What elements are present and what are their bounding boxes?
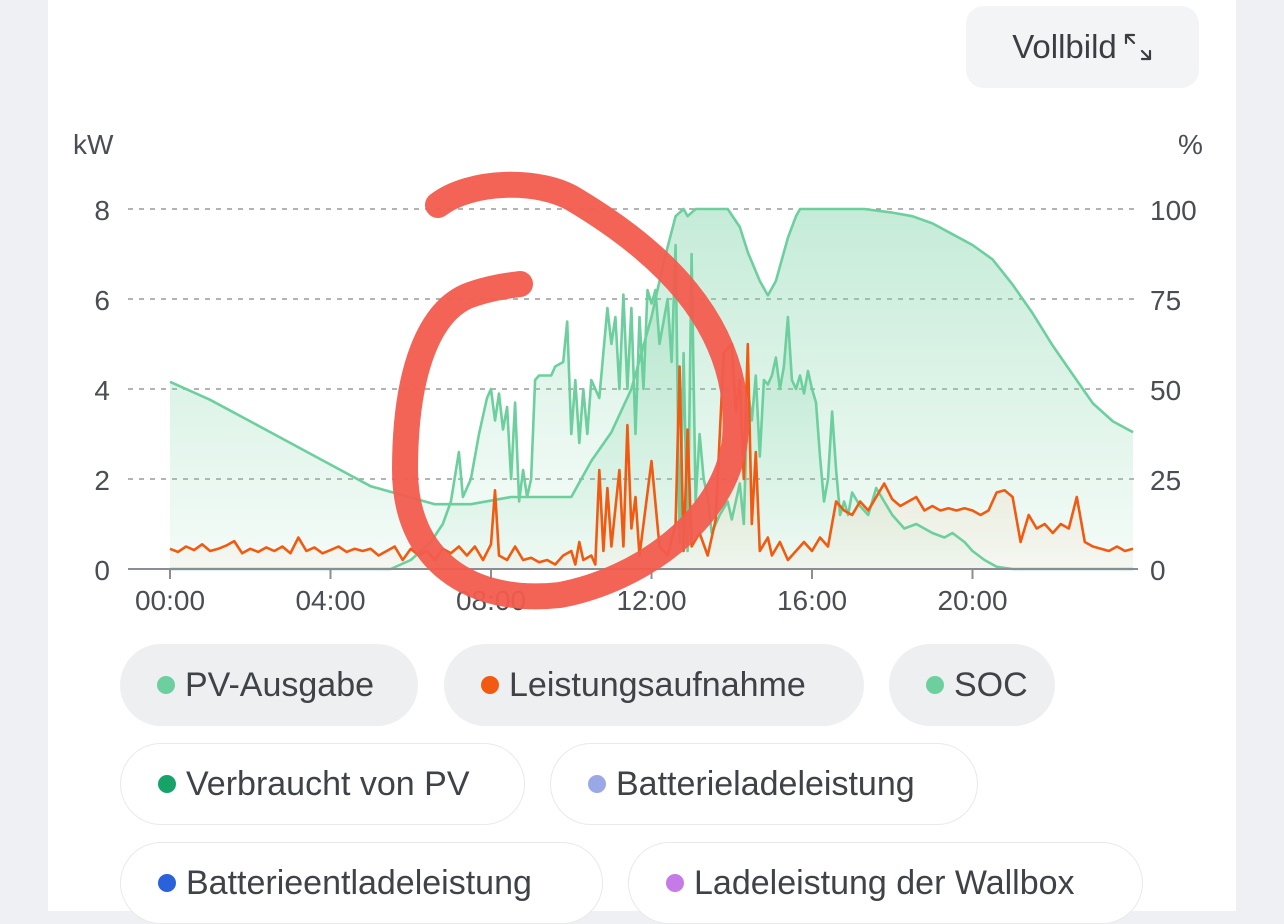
series-line-1: [169, 342, 1134, 566]
series-line-0: [170, 243, 1133, 571]
legend-dot-icon: [588, 775, 606, 793]
expand-arrows-icon: [1123, 32, 1153, 62]
legend-chip[interactable]: Verbraucht von PV: [120, 743, 525, 825]
legend-chip[interactable]: SOC: [889, 644, 1055, 726]
y-tick-label-right: 0: [1150, 555, 1166, 586]
y-tick-label-right: 100: [1150, 195, 1197, 226]
left-axis-unit: kW: [73, 129, 114, 160]
legend-dot-icon: [666, 874, 684, 892]
fullscreen-button[interactable]: Vollbild: [966, 6, 1199, 88]
y-tick-label-left: 6: [94, 285, 110, 316]
hand-drawn-circle-annotation: [392, 171, 749, 610]
legend-chip[interactable]: Leistungsaufnahme: [444, 644, 864, 726]
y-tick-label-right: 50: [1150, 375, 1181, 406]
y-tick-label-left: 2: [94, 465, 110, 496]
legend-chip[interactable]: Batterieentladeleistung: [120, 842, 603, 924]
legend-label: Batterieentladeleistung: [186, 863, 532, 902]
legend-dot-icon: [926, 676, 944, 694]
y-tick-label-left: 8: [94, 195, 110, 226]
legend-label: Leistungsaufnahme: [509, 665, 806, 704]
legend-chip[interactable]: Batterieladeleistung: [550, 743, 978, 825]
legend-label: PV-Ausgabe: [185, 665, 375, 704]
legend-dot-icon: [157, 676, 175, 694]
x-tick-label: 00:00: [135, 585, 205, 616]
legend-label: SOC: [954, 665, 1028, 704]
series-line-2: [169, 207, 1134, 506]
legend-dot-icon: [158, 874, 176, 892]
y-tick-label-left: 0: [94, 555, 110, 586]
legend-dot-icon: [481, 676, 499, 694]
y-tick-label-right: 25: [1150, 465, 1181, 496]
y-tick-label-right: 75: [1150, 285, 1181, 316]
fullscreen-label: Vollbild: [1012, 28, 1117, 65]
legend-label: Verbraucht von PV: [186, 764, 470, 803]
x-tick-label: 04:00: [295, 585, 365, 616]
legend-label: Ladeleistung der Wallbox: [694, 863, 1075, 902]
legend-chip[interactable]: PV-Ausgabe: [120, 644, 418, 726]
y-tick-label-left: 4: [94, 375, 110, 406]
legend-dot-icon: [158, 775, 176, 793]
x-tick-label: 20:00: [937, 585, 1007, 616]
right-axis-unit: %: [1178, 129, 1203, 160]
legend-label: Batterieladeleistung: [616, 764, 915, 803]
legend-chip[interactable]: Ladeleistung der Wallbox: [628, 842, 1143, 924]
series-lines: [169, 207, 1134, 571]
x-tick-label: 16:00: [777, 585, 847, 616]
series-area-0: [170, 245, 1133, 569]
x-tick-label: 12:00: [616, 585, 686, 616]
